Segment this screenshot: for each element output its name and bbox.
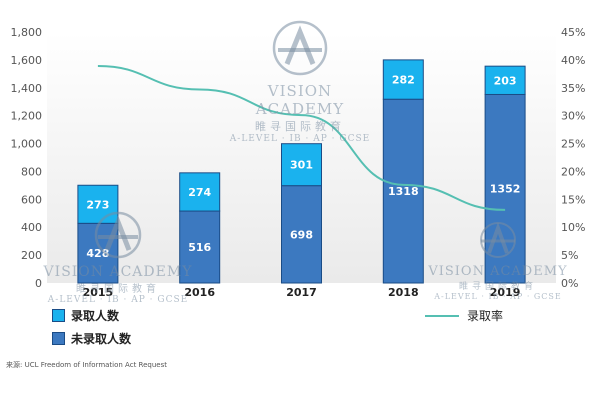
bar-admitted (382, 59, 424, 100)
y2-tick-label: 20% (561, 165, 585, 178)
legend-not-admitted: 未录取人数 (52, 330, 131, 347)
y-tick-label: 600 (21, 193, 42, 206)
bar-admitted (484, 65, 526, 95)
y2-tick-label: 5% (561, 249, 578, 262)
y2-tick-label: 15% (561, 193, 585, 206)
bar-not-admitted (281, 185, 322, 284)
x-category-label: 2017 (286, 286, 317, 299)
legend-admitted-label: 录取人数 (71, 309, 120, 323)
bar-admitted-label: 301 (290, 159, 313, 172)
y2-tick-label: 45% (561, 26, 585, 39)
bar-not-admitted-label: 1352 (490, 183, 521, 196)
legend-admitted-swatch (52, 309, 65, 322)
legend-admission-rate: 录取率 (425, 307, 503, 324)
y-tick-label: 0 (35, 277, 42, 290)
bar-not-admitted-label: 698 (290, 228, 313, 241)
y-tick-label: 1,200 (11, 110, 43, 123)
chart: 0 200 400 600 800 1,000 1,200 1,400 1,600 1,800 0… (11, 26, 586, 299)
bar-not-admitted (382, 98, 424, 284)
bar-not-admitted (179, 210, 221, 284)
bar-not-admitted-label: 428 (86, 247, 109, 260)
legend-admitted: 录取人数 (52, 307, 119, 324)
bar-admitted-label: 203 (494, 74, 517, 87)
source-note: 来源: UCL Freedom of Information Act Reque… (6, 361, 167, 369)
y2-tick-label: 0% (561, 277, 578, 290)
legend-admission-rate-swatch (425, 314, 459, 317)
bar-not-admitted-label: 1318 (388, 185, 419, 198)
x-category-label: 2018 (388, 286, 419, 299)
y-tick-label: 1,600 (11, 54, 43, 67)
y-tick-label: 1,000 (11, 138, 43, 151)
legend-not-admitted-swatch (52, 332, 65, 345)
x-category-label: 2019 (490, 286, 521, 299)
y-tick-label: 1,400 (11, 82, 43, 95)
admission-rate-line (97, 65, 506, 211)
y2-tick-label: 35% (561, 82, 585, 95)
y-tick-label: 800 (21, 165, 42, 178)
y2-tick-label: 30% (561, 110, 585, 123)
bar-admitted-label: 282 (392, 74, 415, 87)
y2-tick-label: 10% (561, 221, 585, 234)
bar-not-admitted-label: 516 (188, 241, 211, 254)
y-tick-label: 1,800 (11, 26, 43, 39)
y-tick-label: 200 (21, 249, 42, 262)
bar-admitted (179, 172, 221, 212)
legend-not-admitted-label: 未录取人数 (71, 332, 132, 346)
y2-tick-label: 25% (561, 138, 585, 151)
bar-admitted (281, 143, 322, 187)
bar-admitted-label: 274 (188, 186, 211, 199)
bar-admitted-label: 273 (86, 198, 109, 211)
x-category-label: 2015 (83, 286, 114, 299)
x-category-label: 2016 (184, 286, 215, 299)
legend-admission-rate-label: 录取率 (467, 309, 504, 323)
y2-tick-label: 40% (561, 54, 585, 67)
y-tick-label: 400 (21, 221, 42, 234)
